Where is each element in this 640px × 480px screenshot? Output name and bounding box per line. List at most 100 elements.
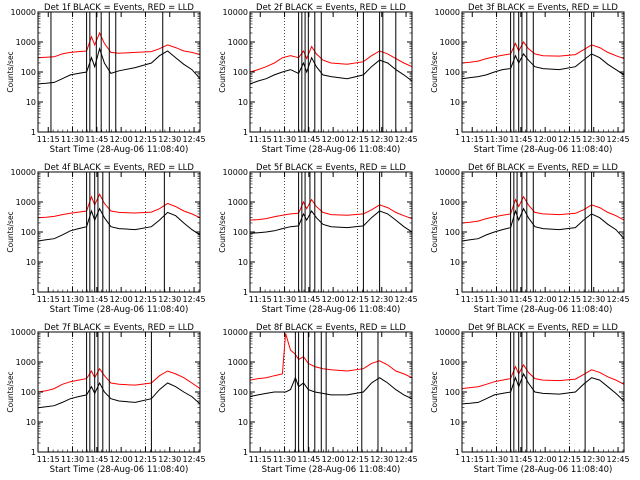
plot-frame [461, 171, 625, 293]
y-axis-label: Counts/sec [218, 211, 227, 252]
y-tick-label: 1 [243, 448, 248, 457]
x-tick-label: 12:00 [534, 135, 557, 144]
y-tick-label: 1000 [228, 358, 248, 367]
x-axis-label: Start Time (28-Aug-06 11:08:40) [50, 145, 189, 155]
x-axis-label: Start Time (28-Aug-06 11:08:40) [474, 465, 613, 475]
y-tick-label: 1000 [16, 198, 36, 207]
x-tick-label: 11:15 [37, 135, 60, 144]
x-tick-label: 12:45 [183, 455, 206, 464]
x-tick-label: 12:45 [607, 455, 630, 464]
y-tick-label: 1 [243, 288, 248, 297]
x-tick-label: 11:15 [461, 295, 484, 304]
x-tick-label: 11:45 [297, 455, 320, 464]
y-tick-label: 1 [455, 448, 460, 457]
series-lld [250, 45, 412, 73]
detector-panel-7: Det 7f BLACK = Events, RED = LLD 1 10 100 10… [6, 323, 206, 475]
x-tick-label: 11:30 [273, 135, 296, 144]
x-tick-label: 12:00 [322, 295, 345, 304]
plot-frame [249, 11, 413, 133]
x-tick-label: 12:15 [558, 295, 581, 304]
plot-frame [37, 171, 201, 293]
x-tick-label: 11:45 [85, 135, 108, 144]
y-tick-label: 100 [445, 388, 460, 397]
x-axis-label: Start Time (28-Aug-06 11:08:40) [50, 465, 189, 475]
series-events [38, 207, 200, 242]
series-lld [250, 333, 412, 381]
x-tick-label: 12:15 [134, 455, 157, 464]
y-tick-label: 1 [243, 128, 248, 137]
plot-frame [37, 11, 201, 133]
series-events [462, 52, 624, 80]
y-tick-label: 10 [238, 258, 248, 267]
detector-panel-6: Det 6f BLACK = Events, RED = LLD 1 10 100 10… [430, 163, 630, 315]
detector-panel-2: Det 2f BLACK = Events, RED = LLD 1 10 100 10… [218, 3, 418, 155]
panel-title: Det 9f BLACK = Events, RED = LLD [468, 323, 618, 333]
x-tick-label: 12:00 [110, 135, 133, 144]
x-tick-label: 12:30 [370, 135, 393, 144]
plot-frame [37, 331, 201, 453]
x-tick-label: 12:00 [534, 295, 557, 304]
plot-frame [249, 171, 413, 293]
y-axis-label: Counts/sec [6, 51, 15, 92]
series-lld [462, 195, 624, 224]
x-tick-label: 12:30 [370, 295, 393, 304]
y-tick-label: 1000 [228, 198, 248, 207]
x-tick-label: 11:30 [61, 295, 84, 304]
x-axis-label: Start Time (28-Aug-06 11:08:40) [262, 145, 401, 155]
y-tick-label: 100 [233, 68, 248, 77]
plot-area [38, 332, 200, 452]
series-lld [38, 367, 200, 393]
x-tick-label: 12:00 [322, 455, 345, 464]
x-tick-label: 11:30 [61, 455, 84, 464]
y-tick-label: 1 [31, 448, 36, 457]
plot-area [38, 172, 200, 292]
y-axis-label: Counts/sec [6, 211, 15, 252]
y-tick-label: 10 [238, 418, 248, 427]
panel-title: Det 5f BLACK = Events, RED = LLD [256, 163, 406, 173]
y-tick-label: 100 [21, 228, 36, 237]
x-tick-label: 12:45 [607, 295, 630, 304]
x-tick-label: 11:45 [85, 295, 108, 304]
x-tick-label: 12:30 [582, 455, 605, 464]
x-tick-label: 11:45 [509, 455, 532, 464]
x-tick-label: 12:30 [582, 295, 605, 304]
y-tick-label: 100 [21, 388, 36, 397]
series-lld [462, 41, 624, 64]
y-tick-label: 100 [233, 228, 248, 237]
x-tick-label: 12:15 [558, 455, 581, 464]
y-tick-label: 1 [31, 288, 36, 297]
detector-panel-9: Det 9f BLACK = Events, RED = LLD 1 10 100 10… [430, 323, 630, 475]
series-events [250, 56, 412, 85]
x-tick-label: 12:45 [183, 135, 206, 144]
y-tick-label: 1 [455, 128, 460, 137]
series-events [462, 207, 624, 242]
plot-frame [461, 11, 625, 133]
panel-title: Det 3f BLACK = Events, RED = LLD [468, 3, 618, 13]
x-tick-label: 11:45 [297, 295, 320, 304]
x-tick-label: 11:30 [273, 455, 296, 464]
y-tick-label: 1000 [16, 38, 36, 47]
y-tick-label: 10 [450, 258, 460, 267]
detector-panel-8: Det 8f BLACK = Events, RED = LLD 1 10 100 10… [218, 323, 418, 475]
y-tick-label: 1 [455, 288, 460, 297]
x-tick-label: 12:45 [607, 135, 630, 144]
plot-area [462, 172, 624, 292]
x-tick-label: 12:30 [158, 455, 181, 464]
x-tick-label: 11:15 [249, 295, 272, 304]
series-events [38, 381, 200, 409]
x-tick-label: 11:15 [461, 455, 484, 464]
x-tick-label: 11:15 [37, 295, 60, 304]
panel-title: Det 7f BLACK = Events, RED = LLD [44, 323, 194, 333]
y-tick-label: 10 [450, 418, 460, 427]
plot-area [250, 172, 412, 292]
y-tick-label: 10 [26, 98, 36, 107]
x-tick-label: 12:30 [370, 455, 393, 464]
y-tick-label: 1 [31, 128, 36, 137]
y-tick-label: 10 [450, 98, 460, 107]
series-lld [250, 198, 412, 221]
y-tick-label: 1000 [228, 38, 248, 47]
x-tick-label: 11:15 [249, 135, 272, 144]
x-tick-label: 12:00 [110, 455, 133, 464]
x-tick-label: 11:15 [249, 455, 272, 464]
